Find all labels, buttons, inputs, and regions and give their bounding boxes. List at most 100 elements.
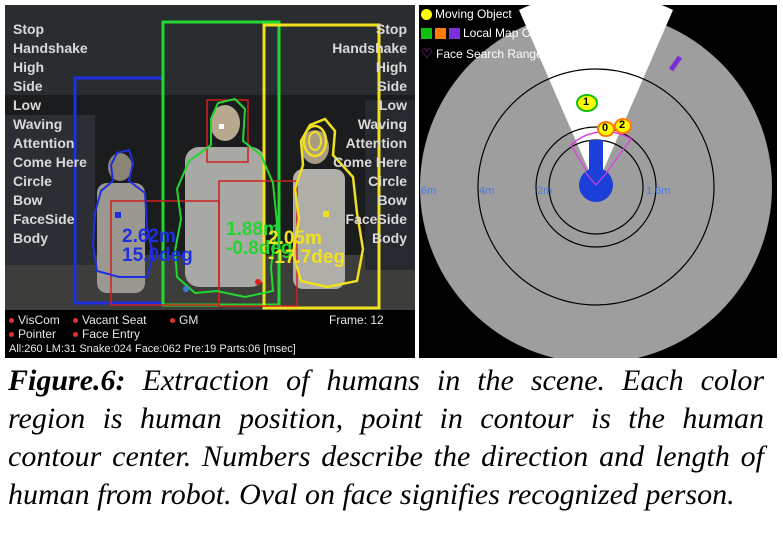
gesture-mode-left-10: FaceSide [13,211,75,227]
gesture-mode-right-10: FaceSide [345,211,407,227]
green-person-distance: 1.88m [226,219,280,240]
gesture-mode-left-8: Circle [13,173,52,189]
yellow-contour [291,117,365,289]
local-object-2 [614,118,632,134]
green-person-label: 1.88m -0.8deg [226,220,293,258]
vacant-seat-status: Vacant Seat [73,313,147,327]
local-map-radar [420,5,772,358]
pointer-label: Pointer [18,327,57,341]
obj-label-2: 2 [619,119,626,131]
yellow-contour-center [323,211,329,217]
gesture-mode-list-left: Stop Handshake High Side Low Waving Attention C… [13,20,88,248]
range-ring-2m [535,126,657,248]
timing-readout: All:260 LM:31 Snake:024 Face:062 Pre:19 … [9,343,296,355]
green-person-direction: -0.8deg [226,238,293,259]
camera-scene [5,5,415,310]
scene-rack [365,100,415,270]
range-label-1-6m: 1.6m [646,185,671,197]
yellow-person-direction: -17.7deg [268,247,346,268]
local-object-0 [597,121,615,137]
gesture-mode-right-2: High [375,59,407,75]
legend-moving-object: Moving Object [421,7,512,21]
person-right-body [293,169,345,289]
green-bounding-box [161,20,281,307]
gesture-mode-right-0: Stop [375,21,407,37]
figure-caption-text: Extraction of humans in the scene. Each … [8,364,764,511]
gesture-mode-right-4: Low [379,97,407,113]
robot-heading-right [595,169,610,186]
legend-moving-object-label: Moving Object [435,7,512,21]
viscom-label: VisCom [18,313,60,327]
range-label-4m: 4m [479,185,495,197]
scene-machine [5,115,95,265]
face-recognition-oval-inner [308,131,322,151]
range-label-2m: 2m [537,185,553,197]
gesture-mode-left-7: Come Here [13,154,87,170]
person-center-head [210,105,240,141]
gesture-mode-right-6: Attention [345,135,407,151]
white-face-center [219,124,224,129]
blue-person-direction: 15.0deg [122,245,193,266]
local-object-1 [576,94,598,112]
red-left-box [110,200,220,306]
robot-direction-marker [589,140,603,170]
scene-ceiling [5,5,415,95]
magenta-pin-icon: ♡ [421,46,433,61]
gesture-mode-right-8: Circle [368,173,407,189]
frame-label: Frame: [329,313,368,327]
gesture-mode-left-3: Side [13,78,43,94]
person-left-body [97,183,145,293]
pointer-status: Pointer [9,327,56,341]
robot-heading-left [584,171,597,186]
purple-square-icon [449,28,460,40]
gesture-mode-left-5: Waving [13,116,63,132]
person-right-head [301,130,329,164]
yellow-person-label: 2.05m -17.7deg [268,229,345,267]
legend-face-search-range-label: Face Search Range [436,47,543,61]
gesture-mode-left-4: Low [13,97,41,113]
gm-status: GM [170,313,198,327]
yellow-circle-icon [421,9,432,21]
gesture-mode-right-7: Come Here [333,154,407,170]
gesture-mode-right-3: Side [377,78,407,94]
person-center-body [185,147,265,287]
yellow-person-distance: 2.05m [268,228,322,249]
face-entry-label: Face Entry [82,327,141,341]
legend-local-map-object: Local Map Object [421,26,556,40]
gm-label: GM [179,313,199,327]
map-visible-sector [519,5,673,187]
local-map-panel: 1 0 2 6m 4m 2m 1.6m Moving Object Local … [419,5,777,358]
gesture-mode-left-2: High [13,59,45,75]
blue-person-label: 2.62m 15.0deg [122,227,193,265]
gesture-mode-left-9: Bow [13,192,43,208]
blue-person-distance: 2.62m [122,226,176,247]
range-ring-4m [477,68,715,306]
legend-local-map-object-label: Local Map Object [463,26,557,40]
gesture-mode-right-5: Waving [357,116,407,132]
gesture-mode-right-9: Bow [377,192,407,208]
gesture-mode-left-1: Handshake [13,40,88,56]
figure-caption: Figure.6: Extraction of humans in the sc… [8,362,764,514]
gm-indicator [170,318,175,324]
vacant-seat-label: Vacant Seat [82,313,147,327]
blue-contour [91,148,155,278]
red-marker [255,279,261,285]
legend-face-search-range: ♡ Face Search Range [421,46,543,62]
range-label-6m: 6m [421,185,437,197]
face-entry-indicator [73,332,78,338]
obj-label-0: 0 [602,122,609,134]
gesture-mode-left-6: Attention [13,135,75,151]
gesture-mode-left-11: Body [13,230,48,246]
gesture-mode-right-11: Body [372,230,407,246]
frame-counter: Frame: 12 [329,313,384,327]
yellow-bounding-box [262,23,381,310]
face-entry-status: Face Entry [73,327,140,341]
cyan-marker [183,286,189,292]
gesture-mode-left-0: Stop [13,21,45,37]
camera-view-panel: Stop Handshake High Side Low Waving Attention C… [5,5,415,358]
obj-label-1: 1 [583,96,590,108]
orange-square-icon [435,28,446,40]
green-square-icon [421,28,432,40]
pointer-indicator [9,332,14,338]
gesture-mode-list-right: Stop Handshake High Side Low Waving Attention C… [332,20,407,248]
